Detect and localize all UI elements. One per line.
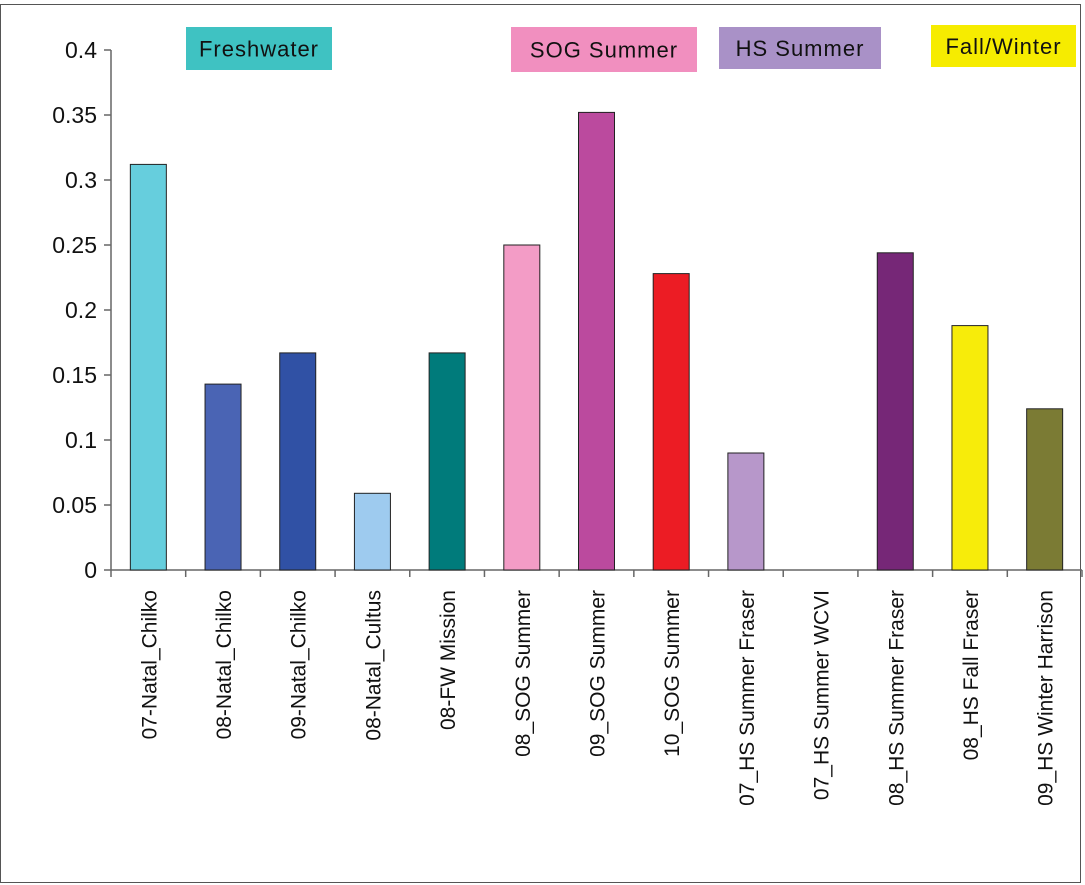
x-tick-label: 08_HS Fall Fraser — [960, 590, 983, 760]
x-tick-label: 07_HS Summer WCVI — [811, 590, 834, 800]
x-tick-label: 10_SOG Summer — [661, 590, 684, 757]
bar-08-natal-cultus — [353, 492, 391, 571]
y-tick-label: 0.05 — [52, 492, 97, 518]
x-tick-labels: 07-Natal_Chilko 08-Natal_Chilko 09-Natal_C… — [138, 590, 1057, 806]
x-tick-label: 09_HS Winter Harrison — [1035, 590, 1058, 806]
x-tick-label: 09_SOG Summer — [587, 590, 610, 757]
group-label-box — [719, 27, 881, 69]
x-tick-label: 08_HS Summer Fraser — [885, 590, 908, 806]
x-axis — [110, 569, 1083, 577]
x-tick-label: 08_SOG Summer — [512, 590, 535, 757]
bar-09-hs-winter-harrison — [1026, 408, 1064, 571]
x-tick-label: 07_HS Summer Fraser — [736, 590, 759, 806]
y-tick-label: 0 — [84, 557, 97, 583]
bar-09-natal-chilko — [279, 352, 317, 571]
group-label-box — [186, 27, 332, 70]
group-labels: Freshwater SOG Summer HS Summer Fall/Winter — [186, 25, 1076, 72]
bar-08-hs-fall-fraser — [951, 325, 989, 571]
y-tick-label: 0.4 — [65, 37, 97, 63]
x-tick-label: 08-FW Mission — [437, 590, 460, 730]
y-tick-label: 0.25 — [52, 232, 97, 258]
bar-07-natal-chilko — [129, 163, 167, 571]
bar-08-hs-summer-fraser — [876, 252, 914, 571]
group-label-box — [511, 27, 697, 72]
y-tick-label: 0.35 — [52, 102, 97, 128]
group-label-text: Freshwater — [199, 37, 319, 62]
bars — [129, 111, 1064, 571]
bar-09-sog-summer — [578, 111, 615, 571]
group-label-text: Fall/Winter — [945, 34, 1061, 59]
x-tick-label: 07-Natal_Chilko — [138, 590, 161, 739]
x-tick-label: 08-Natal_Cultus — [362, 590, 385, 741]
chart-frame — [0, 4, 1081, 883]
y-tick-label: 0.2 — [65, 297, 97, 323]
group-label-text: SOG Summer — [530, 38, 678, 63]
y-tick-label: 0.3 — [65, 167, 97, 193]
y-axis: 0 0.05 0.1 0.15 0.2 0.25 0.3 0.35 0.4 — [52, 37, 112, 583]
x-tick-label: 08-Natal_Chilko — [213, 590, 236, 739]
bar-08-sog-summer — [503, 244, 541, 571]
y-tick-label: 0.1 — [65, 427, 97, 453]
bar-07-hs-summer-fraser — [727, 452, 765, 571]
x-tick-label: 09-Natal_Chilko — [288, 590, 311, 739]
bar-10-sog-summer — [652, 273, 690, 571]
group-label-box — [931, 25, 1076, 67]
y-tick-label: 0.15 — [52, 362, 97, 388]
group-label-text: HS Summer — [736, 36, 865, 61]
bar-08-natal-chilko — [204, 383, 242, 571]
bar-08-fw-mission — [428, 352, 466, 571]
